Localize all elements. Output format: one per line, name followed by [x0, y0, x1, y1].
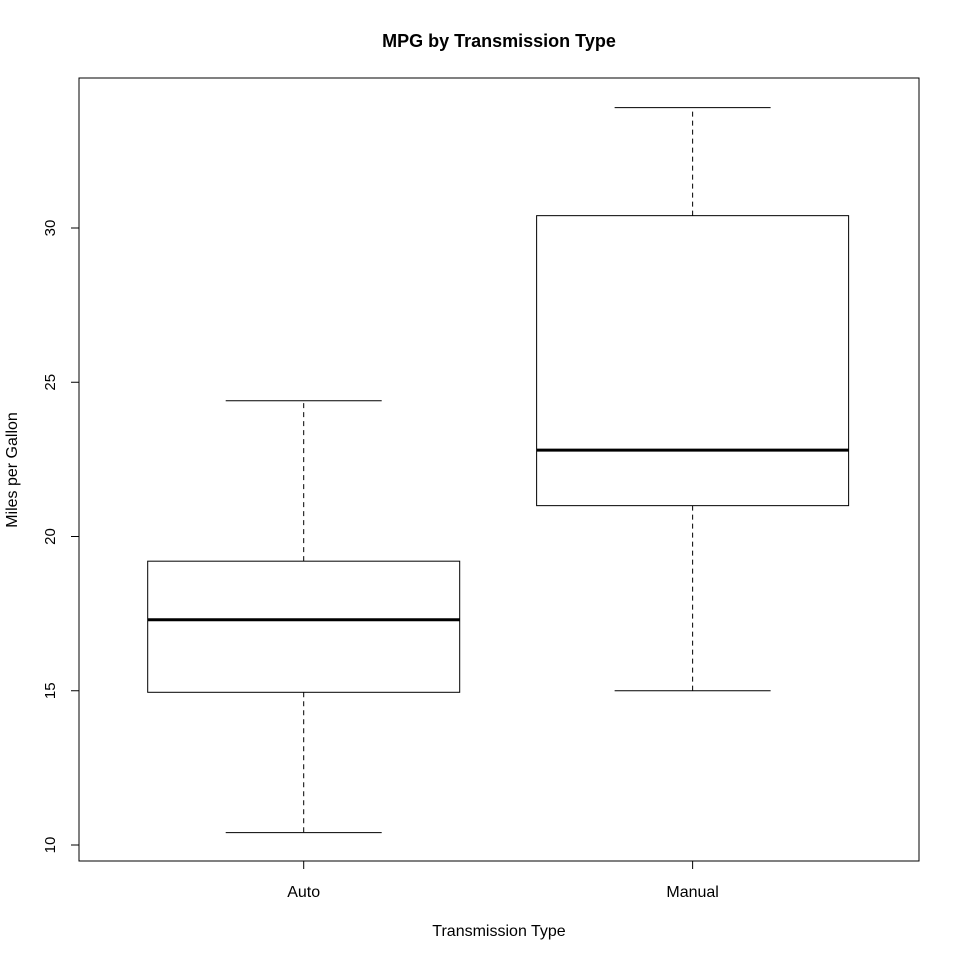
box-manual: [536, 107, 850, 692]
box-group: [147, 107, 850, 834]
x-axis: Auto Manual: [287, 861, 719, 901]
y-tick-label: 15: [42, 682, 59, 699]
chart-title: MPG by Transmission Type: [382, 31, 616, 51]
iqr-box: [147, 560, 461, 693]
x-tick-label: Auto: [287, 884, 320, 901]
y-tick-label: 25: [42, 374, 59, 391]
plot-frame: [78, 77, 920, 862]
y-axis: 10 15 20 25 30: [42, 220, 79, 854]
x-tick-label: Manual: [666, 884, 718, 901]
x-axis-label: Transmission Type: [432, 923, 565, 940]
y-axis-label: Miles per Gallon: [4, 412, 21, 528]
box-auto: [147, 400, 461, 834]
iqr-box: [536, 215, 850, 507]
y-tick-label: 20: [42, 528, 59, 545]
y-tick-label: 30: [42, 220, 59, 237]
y-tick-label: 10: [42, 837, 59, 854]
